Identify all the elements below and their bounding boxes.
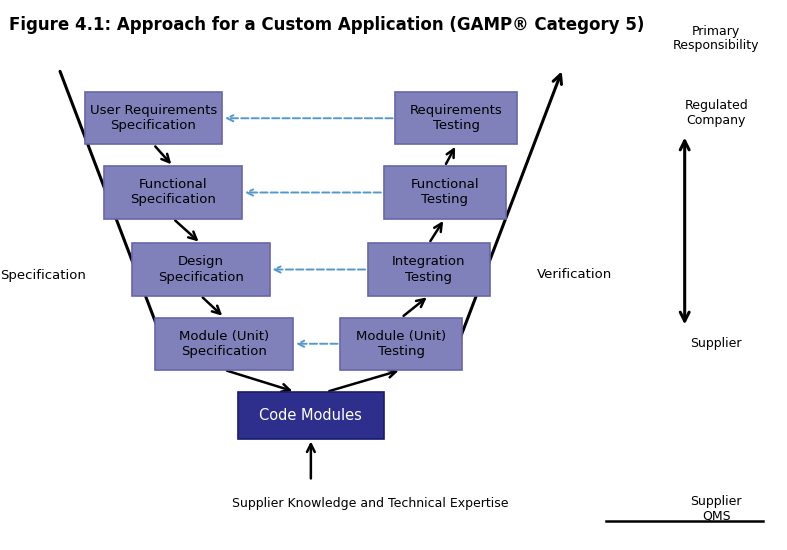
FancyBboxPatch shape — [395, 92, 518, 144]
FancyBboxPatch shape — [132, 243, 269, 296]
Text: Code Modules: Code Modules — [260, 408, 362, 423]
FancyBboxPatch shape — [85, 92, 222, 144]
Text: Supplier
QMS: Supplier QMS — [690, 495, 742, 522]
Text: Module (Unit)
Testing: Module (Unit) Testing — [357, 330, 446, 358]
Text: Supplier Knowledge and Technical Expertise: Supplier Knowledge and Technical Experti… — [231, 497, 508, 510]
FancyBboxPatch shape — [155, 318, 293, 370]
FancyBboxPatch shape — [340, 318, 463, 370]
Text: Functional
Specification: Functional Specification — [130, 179, 216, 206]
FancyBboxPatch shape — [238, 392, 384, 439]
Text: Module (Unit)
Specification: Module (Unit) Specification — [179, 330, 269, 358]
Text: Regulated
Company: Regulated Company — [684, 99, 748, 127]
FancyBboxPatch shape — [368, 243, 490, 296]
Text: Integration
Testing: Integration Testing — [392, 256, 466, 283]
Text: Functional
Testing: Functional Testing — [410, 179, 479, 206]
Text: Supplier: Supplier — [690, 337, 742, 350]
FancyBboxPatch shape — [384, 166, 505, 218]
Text: Design
Specification: Design Specification — [157, 256, 244, 283]
FancyBboxPatch shape — [104, 166, 242, 218]
Text: Figure 4.1: Approach for a Custom Application (GAMP® Category 5): Figure 4.1: Approach for a Custom Applic… — [9, 16, 645, 35]
Text: Primary
Responsibility: Primary Responsibility — [673, 25, 759, 52]
Text: Specification: Specification — [0, 268, 87, 282]
Text: Verification: Verification — [537, 268, 612, 282]
Text: User Requirements
Specification: User Requirements Specification — [90, 104, 217, 132]
Text: Requirements
Testing: Requirements Testing — [410, 104, 503, 132]
